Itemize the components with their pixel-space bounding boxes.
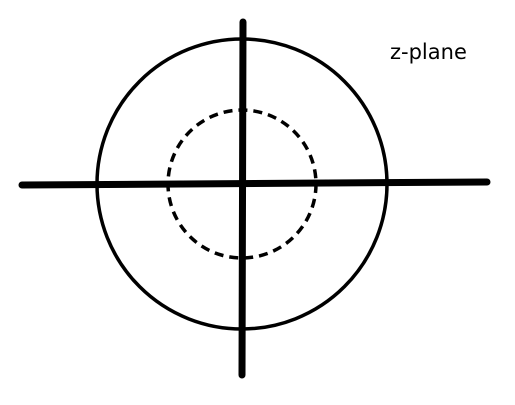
- plane-label: z-plane: [390, 40, 467, 64]
- real-axis: [18, 178, 491, 189]
- imaginary-axis: [238, 18, 247, 379]
